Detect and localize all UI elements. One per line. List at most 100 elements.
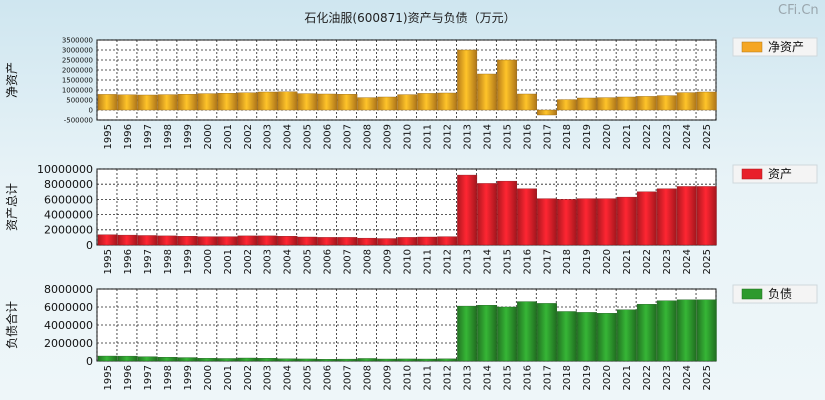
bar-1998	[157, 94, 178, 111]
bar-2002	[237, 357, 258, 362]
bar-2001	[217, 92, 238, 111]
x-tick-label: 2014	[482, 365, 493, 390]
bar-2013	[457, 174, 478, 246]
x-tick-label: 2004	[283, 365, 294, 390]
bar-2003	[257, 358, 278, 362]
bar-2022	[636, 191, 657, 246]
bar-1998	[157, 235, 178, 246]
y-axis-label: 资产总计	[5, 183, 19, 231]
bar-2016	[517, 301, 537, 362]
x-tick-label: 2022	[642, 124, 653, 149]
x-tick-label: 1998	[163, 365, 174, 390]
x-tick-label: 1996	[123, 365, 134, 390]
bar-2018	[557, 311, 577, 362]
bar-2006	[317, 359, 338, 362]
bar-2004	[277, 91, 298, 111]
bar-1995	[97, 234, 118, 246]
bar-2012	[437, 358, 458, 362]
bar-2014	[477, 183, 498, 246]
x-tick-label: 2011	[422, 249, 433, 274]
x-tick-label: 2025	[702, 249, 713, 274]
x-tick-label: 1999	[183, 249, 194, 274]
x-tick-label: 2008	[363, 124, 374, 149]
legend-label: 负债	[768, 287, 792, 301]
bar-2013	[457, 305, 478, 362]
bar-2010	[397, 237, 418, 246]
bar-2011	[417, 93, 438, 111]
x-tick-label: 2021	[622, 124, 633, 149]
bar-2014	[477, 73, 498, 111]
y-tick-label: 3000000	[62, 47, 93, 55]
watermark: CFi.Cn	[778, 3, 819, 18]
x-tick-label: 2019	[582, 124, 593, 149]
bar-2008	[357, 358, 378, 362]
legend-swatch	[741, 168, 763, 180]
x-tick-label: 2020	[602, 249, 613, 274]
y-tick-label: 1500000	[62, 77, 93, 85]
x-tick-label: 2023	[662, 124, 673, 149]
bar-1998	[157, 357, 178, 362]
y-tick-label: 6000000	[44, 193, 93, 206]
y-tick-label: 1000000	[62, 87, 93, 95]
x-tick-label: 2013	[462, 124, 473, 149]
bar-1995	[97, 94, 118, 111]
bar-1996	[117, 94, 138, 111]
bar-1999	[177, 357, 198, 362]
bar-2021	[616, 96, 637, 111]
bar-2024	[676, 92, 697, 111]
x-tick-label: 2001	[223, 124, 234, 149]
bar-2016	[517, 188, 537, 246]
x-tick-label: 2020	[602, 124, 613, 149]
y-tick-label: 4000000	[44, 209, 93, 222]
x-tick-label: 2001	[223, 365, 234, 390]
bar-2011	[417, 358, 438, 362]
x-tick-label: 2002	[243, 124, 254, 149]
chart-panel-2: 0 2000000 4000000 6000000 8000000 10000000 199…	[5, 163, 818, 274]
bar-2021	[616, 196, 637, 246]
bar-2022	[636, 96, 657, 111]
bar-2009	[377, 238, 398, 246]
x-tick-label: 1996	[123, 249, 134, 274]
bar-1995	[97, 355, 118, 362]
x-tick-label: 2025	[702, 124, 713, 149]
x-tick-label: 1999	[183, 124, 194, 149]
x-tick-label: 2003	[263, 249, 274, 274]
bar-2002	[237, 235, 258, 246]
x-tick-label: 2016	[522, 249, 533, 274]
x-tick-label: 2022	[642, 249, 653, 274]
bar-1997	[137, 356, 158, 362]
x-tick-label: 2009	[383, 249, 394, 274]
bar-1996	[117, 355, 138, 362]
bar-2002	[237, 92, 258, 111]
x-tick-label: 1998	[163, 249, 174, 274]
x-tick-label: 2002	[243, 249, 254, 274]
x-tick-label: 2010	[403, 249, 414, 274]
bar-2000	[197, 93, 218, 111]
x-tick-label: 2010	[403, 365, 414, 390]
legend-label: 净资产	[768, 40, 804, 54]
y-tick-label: 2000000	[62, 67, 93, 75]
x-tick-label: 2003	[263, 124, 274, 149]
x-tick-label: 2007	[343, 249, 354, 274]
x-tick-label: 2014	[482, 249, 493, 274]
bar-2012	[437, 92, 458, 111]
bar-2000	[197, 358, 218, 362]
x-tick-label: 1996	[123, 124, 134, 149]
bar-2023	[656, 188, 677, 246]
bar-1997	[137, 94, 158, 111]
y-tick-label: 2000000	[44, 337, 93, 350]
x-tick-label: 2013	[462, 249, 473, 274]
bar-2018	[557, 99, 577, 111]
bar-2005	[297, 236, 318, 246]
x-tick-label: 2000	[203, 124, 214, 149]
x-tick-label: 1997	[143, 124, 154, 149]
bar-2008	[357, 237, 378, 246]
bar-2000	[197, 236, 218, 246]
y-axis-label: 负债合计	[4, 301, 19, 349]
y-tick-label: 6000000	[44, 301, 93, 314]
x-tick-label: 2018	[562, 365, 573, 390]
bar-2005	[297, 358, 318, 362]
x-tick-label: 2023	[662, 365, 673, 390]
x-tick-label: 2015	[502, 249, 513, 274]
